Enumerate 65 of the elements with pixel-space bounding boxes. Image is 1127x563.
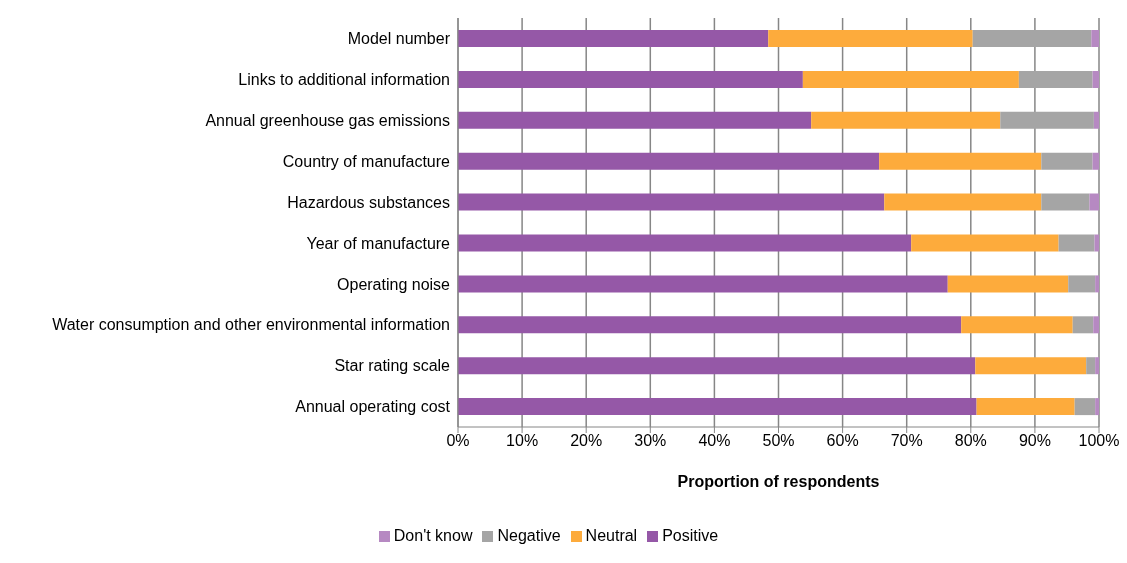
bar xyxy=(884,193,1042,211)
bar xyxy=(1093,316,1099,334)
bar xyxy=(458,111,812,129)
x-axis-title: Proportion of respondents xyxy=(677,473,880,490)
y-tick-label: Year of manufacture xyxy=(306,234,451,252)
bar xyxy=(1095,357,1099,375)
bar xyxy=(1018,70,1093,88)
bar xyxy=(458,316,962,334)
bar xyxy=(879,152,1042,170)
bar xyxy=(1041,193,1090,211)
y-tick-label: Links to additional information xyxy=(238,71,450,89)
x-tick-label: 70% xyxy=(890,432,923,450)
bar xyxy=(1058,234,1095,252)
bar xyxy=(458,70,803,88)
bar xyxy=(458,30,769,47)
bar xyxy=(947,275,1069,293)
bar xyxy=(1072,316,1094,334)
bar xyxy=(1089,193,1099,211)
bar xyxy=(458,357,976,375)
x-tick-label: 20% xyxy=(570,432,603,450)
bar xyxy=(975,357,1087,375)
x-tick-label: 80% xyxy=(954,432,987,450)
y-tick-label: Star rating scale xyxy=(334,357,451,375)
y-tick-label: Operating noise xyxy=(337,275,451,293)
y-tick-label: Annual operating cost xyxy=(295,398,451,416)
x-tick-label: 60% xyxy=(826,432,859,450)
bar xyxy=(1041,152,1093,170)
y-tick-label: Country of manufacture xyxy=(282,152,451,170)
bar xyxy=(802,70,1019,88)
bar xyxy=(976,398,1075,416)
x-tick-label: 30% xyxy=(634,432,667,450)
bar xyxy=(458,152,880,170)
bar xyxy=(1074,398,1096,416)
bar xyxy=(1092,70,1099,88)
bar xyxy=(1095,275,1099,293)
legend-label: Don't know xyxy=(393,527,473,544)
bar xyxy=(458,398,977,416)
bar xyxy=(1000,111,1094,129)
x-tick-label: 0% xyxy=(446,432,470,450)
x-tick-label: 100% xyxy=(1078,432,1120,450)
bar xyxy=(1068,275,1096,293)
bar xyxy=(1093,111,1099,129)
bar xyxy=(458,275,948,293)
y-tick-label: Water consumption and other environmental information xyxy=(52,316,450,334)
bar xyxy=(458,193,885,211)
y-tick-label: Hazardous substances xyxy=(287,193,450,211)
x-tick-label: 10% xyxy=(506,432,539,450)
bar xyxy=(1091,30,1099,47)
bar xyxy=(811,111,1001,129)
bar xyxy=(1095,398,1099,416)
bar xyxy=(961,316,1073,334)
bar xyxy=(1092,152,1099,170)
bar xyxy=(911,234,1059,252)
y-tick-label: Model number xyxy=(347,30,451,48)
y-tick-label: Annual greenhouse gas emissions xyxy=(205,111,450,129)
bar xyxy=(972,30,1092,47)
x-tick-label: 40% xyxy=(698,432,731,450)
x-tick-label: 50% xyxy=(762,432,795,450)
legend-label: Positive xyxy=(662,527,719,544)
legend-label: Negative xyxy=(497,527,561,544)
bar xyxy=(768,30,973,47)
legend-label: Neutral xyxy=(585,527,638,544)
bar xyxy=(458,234,912,252)
bar xyxy=(1086,357,1096,375)
x-tick-label: 90% xyxy=(1018,432,1051,450)
